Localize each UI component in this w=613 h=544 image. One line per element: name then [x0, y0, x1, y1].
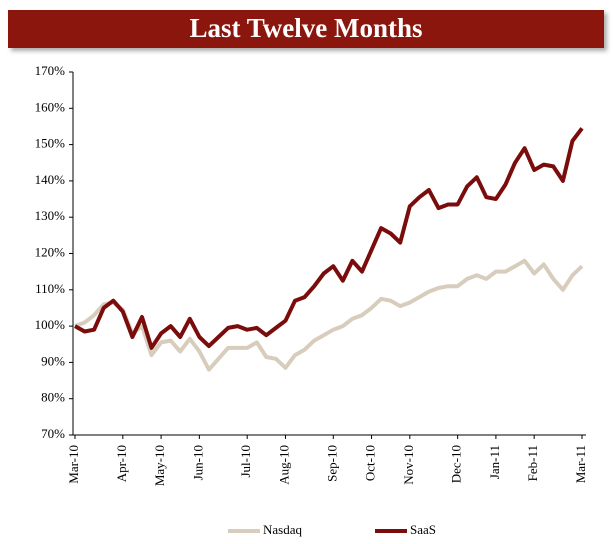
x-tick-label: Aug-10 — [276, 445, 291, 485]
y-tick-label: 80% — [41, 390, 65, 405]
y-tick-label: 110% — [35, 281, 65, 296]
y-tick-label: 150% — [35, 136, 66, 151]
series-line — [74, 127, 584, 350]
series-line — [74, 258, 584, 372]
y-tick-label: 90% — [41, 353, 65, 368]
x-tick-label: Feb-11 — [525, 445, 540, 481]
y-tick-label: 100% — [35, 317, 66, 332]
y-tick-label: 120% — [35, 244, 66, 259]
x-tick-label: Dec-10 — [449, 445, 464, 483]
x-tick-label: Nov-10 — [401, 445, 416, 485]
x-tick-label: Oct-10 — [363, 445, 378, 481]
x-tick-label: Sep-10 — [324, 445, 339, 482]
y-tick-label: 170% — [35, 63, 66, 78]
x-tick-label: Mar-11 — [573, 445, 588, 483]
y-tick-label: 160% — [35, 99, 66, 114]
title-banner — [8, 10, 604, 48]
x-tick-label: Mar-10 — [66, 445, 81, 484]
legend-label: SaaS — [410, 522, 436, 537]
x-tick-label: Jul-10 — [238, 445, 253, 478]
y-tick-label: 130% — [35, 208, 66, 223]
y-tick-label: 70% — [41, 426, 65, 441]
x-tick-label: Jan-11 — [487, 445, 502, 479]
x-tick-label: May-10 — [152, 445, 167, 486]
legend-label: Nasdaq — [263, 522, 302, 537]
y-tick-label: 140% — [35, 172, 66, 187]
x-tick-label: Apr-10 — [114, 445, 129, 482]
x-tick-label: Jun-10 — [190, 445, 205, 480]
chart-title: Last Twelve Months — [189, 13, 422, 43]
